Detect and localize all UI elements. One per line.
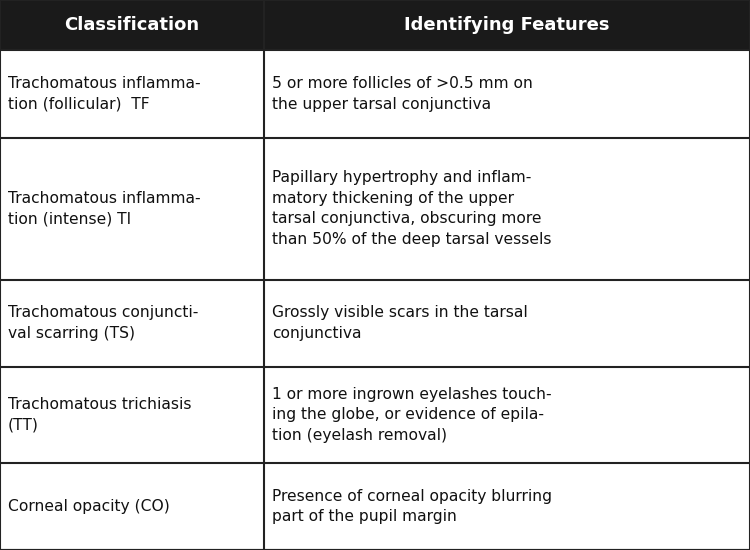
Bar [0,463,750,550]
Text: 1 or more ingrown eyelashes touch-
ing the globe, or evidence of epila-
tion (ey: 1 or more ingrown eyelashes touch- ing t… [272,387,551,443]
Text: Classification: Classification [64,16,200,34]
Text: Corneal opacity (CO): Corneal opacity (CO) [8,499,170,514]
Text: Trachomatous conjuncti-
val scarring (TS): Trachomatous conjuncti- val scarring (TS… [8,305,198,341]
Bar [0,138,750,279]
Text: Trachomatous trichiasis
(TT): Trachomatous trichiasis (TT) [8,397,191,432]
Text: Trachomatous inflamma-
tion (intense) TI: Trachomatous inflamma- tion (intense) TI [8,191,201,226]
Bar [0,279,750,367]
Text: Trachomatous inflamma-
tion (follicular)  TF: Trachomatous inflamma- tion (follicular)… [8,76,201,112]
Text: Papillary hypertrophy and inflam-
matory thickening of the upper
tarsal conjunct: Papillary hypertrophy and inflam- matory… [272,170,551,246]
Text: Identifying Features: Identifying Features [404,16,610,34]
Bar [0,0,750,51]
Text: Presence of corneal opacity blurring
part of the pupil margin: Presence of corneal opacity blurring par… [272,489,552,524]
Text: Grossly visible scars in the tarsal
conjunctiva: Grossly visible scars in the tarsal conj… [272,305,528,341]
Bar [0,367,750,463]
Bar [0,51,750,138]
Text: 5 or more follicles of >0.5 mm on
the upper tarsal conjunctiva: 5 or more follicles of >0.5 mm on the up… [272,76,532,112]
